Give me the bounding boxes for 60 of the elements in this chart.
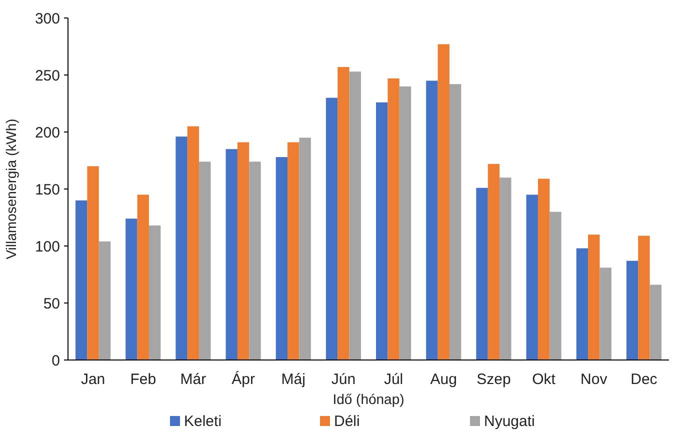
bar (588, 234, 600, 360)
bar (438, 44, 450, 360)
bar (550, 212, 562, 360)
x-tick-label: Ápr (232, 370, 255, 388)
y-axis-title: Villamosenergia (kWh) (3, 118, 19, 260)
bar (249, 162, 261, 360)
bar (187, 126, 200, 360)
bar (449, 84, 462, 360)
x-tick-label: Dec (630, 371, 658, 388)
bar (326, 98, 338, 360)
y-tick-label: 150 (34, 181, 60, 198)
x-tick-label: Júl (384, 371, 404, 388)
bar (137, 194, 149, 360)
bar (126, 218, 138, 360)
bar (600, 268, 612, 360)
y-tick-label: 0 (52, 352, 60, 370)
bar (87, 166, 99, 360)
y-tick-label: 50 (43, 295, 60, 312)
x-tick-label: Jan (80, 371, 106, 388)
bar (349, 72, 361, 360)
bar (299, 138, 311, 360)
bar (338, 67, 350, 360)
bar (148, 225, 161, 360)
bar (76, 200, 88, 360)
bar (526, 194, 538, 360)
bar (237, 142, 250, 360)
bar (638, 236, 650, 360)
x-tick-label: Nov (580, 371, 608, 388)
legend-label: Nyugati (484, 413, 535, 430)
bar (650, 284, 662, 360)
bar (376, 102, 388, 360)
bar (176, 136, 188, 360)
bar (626, 260, 638, 360)
x-axis-title: Idő (hónap) (332, 391, 404, 407)
x-tick-label: Szep (476, 371, 511, 388)
y-tick-label: 200 (34, 124, 60, 142)
x-tick-label: Jún (331, 371, 356, 388)
bar (288, 142, 300, 360)
x-tick-label: Feb (130, 371, 156, 388)
bar (98, 241, 111, 360)
y-tick-label: 250 (34, 67, 60, 84)
y-tick-label: 300 (34, 10, 60, 28)
bar (576, 248, 588, 360)
legend-label: Déli (334, 413, 360, 430)
bar (399, 86, 412, 360)
x-tick-label: Okt (532, 371, 556, 388)
x-tick-label: Máj (281, 371, 306, 388)
legend-label: Keleti (184, 413, 222, 430)
bar (226, 149, 238, 360)
bar (199, 162, 211, 360)
bar (476, 188, 488, 360)
bar (538, 178, 550, 360)
x-tick-label: Már (180, 371, 206, 388)
bar (488, 164, 500, 360)
bar (276, 157, 288, 360)
bar (426, 80, 438, 360)
bar (388, 78, 400, 360)
y-tick-label: 100 (34, 238, 60, 256)
x-tick-label: Aug (430, 371, 457, 388)
bar (500, 178, 512, 360)
